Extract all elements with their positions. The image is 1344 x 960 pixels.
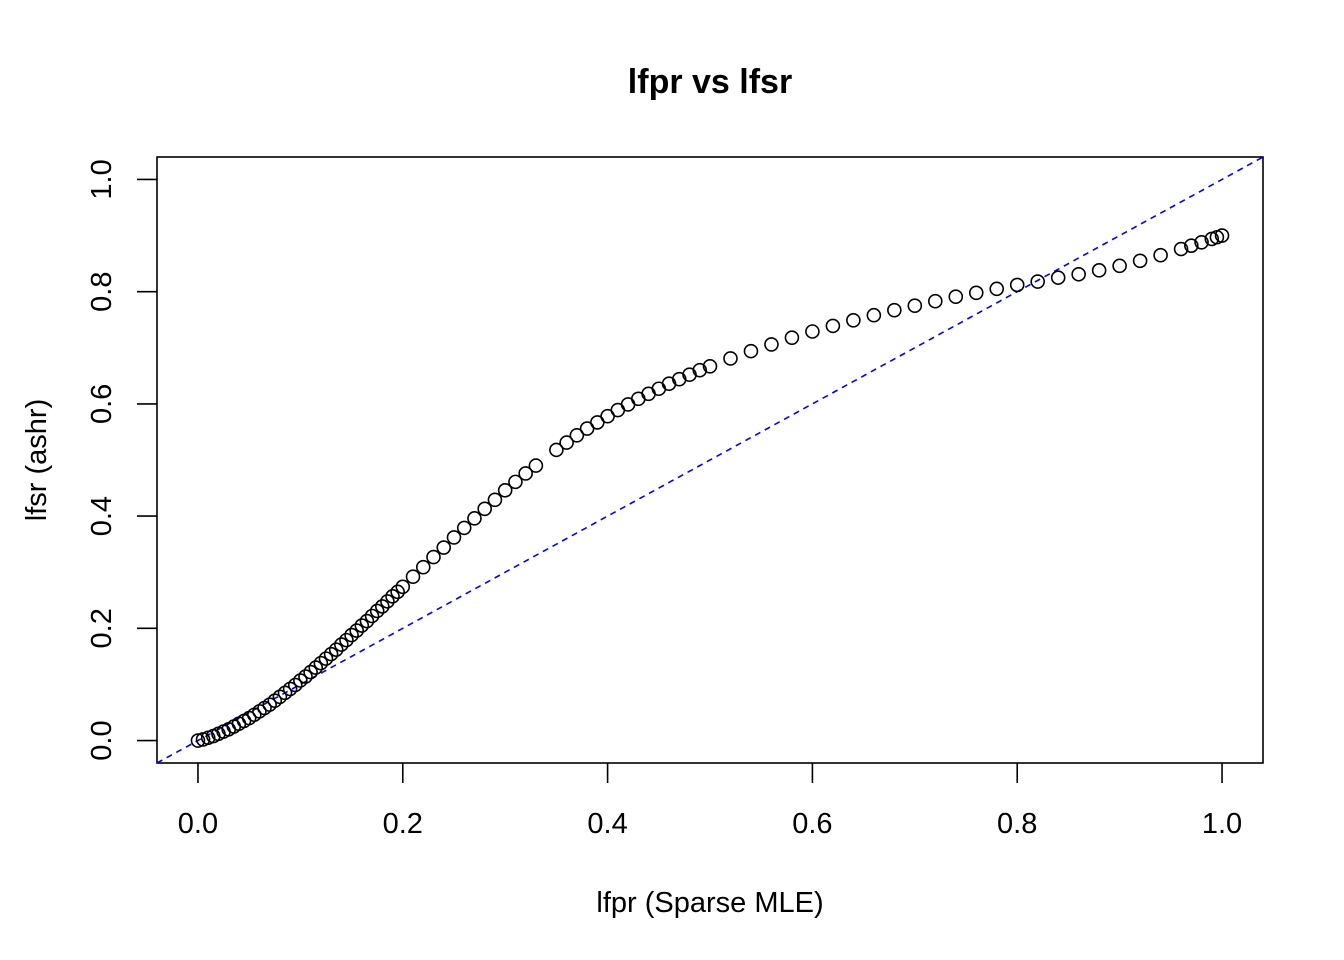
y-tick-label: 0.4 [86, 496, 118, 536]
data-point [1112, 258, 1127, 274]
data-point [190, 733, 206, 748]
data-point [518, 466, 533, 481]
x-tick-label: 1.0 [1202, 808, 1242, 840]
data-point [349, 623, 364, 638]
data-point [948, 289, 964, 305]
data-point [927, 293, 943, 309]
data-point [359, 613, 375, 629]
data-point [415, 559, 431, 575]
y-axis-label: lfsr (ashr) [21, 399, 53, 521]
data-point [1030, 274, 1046, 289]
data-point [380, 594, 395, 609]
data-point [487, 492, 503, 508]
data-point [1184, 238, 1199, 253]
data-point [334, 637, 349, 652]
data-point [1091, 263, 1107, 278]
data-point [344, 627, 359, 643]
identity-reference-line [156, 156, 1264, 764]
data-point [467, 511, 482, 526]
data-point [1214, 228, 1230, 243]
data-point [702, 358, 718, 374]
data-point [887, 302, 902, 318]
data-point [559, 435, 574, 450]
data-point [846, 312, 861, 328]
data-point [549, 442, 564, 458]
y-tick-label: 0.2 [86, 608, 118, 648]
data-point [323, 646, 339, 662]
y-tick-label: 0.0 [86, 720, 118, 760]
x-tick-label: 0.6 [792, 808, 832, 840]
data-point [907, 298, 923, 313]
y-tick-label: 0.6 [86, 384, 118, 424]
data-point [1009, 277, 1025, 293]
data-point [313, 655, 329, 671]
data-point [298, 669, 313, 684]
data-point [436, 540, 452, 555]
data-point [508, 474, 523, 490]
data-point [968, 285, 984, 301]
plot-frame [156, 156, 1264, 764]
y-tick-label: 1.0 [86, 159, 118, 199]
x-tick-label: 0.0 [178, 808, 218, 840]
chart-title: lfpr vs lfsr [628, 63, 792, 101]
y-tick-label: 0.8 [86, 272, 118, 312]
data-point [1173, 241, 1189, 257]
data-point [784, 330, 800, 345]
data-point [390, 584, 405, 600]
data-point [339, 632, 354, 648]
data-point [692, 362, 708, 378]
data-point [1153, 247, 1168, 263]
data-point [497, 482, 513, 498]
data-point [287, 677, 303, 693]
data-point [354, 618, 370, 633]
data-point [477, 501, 493, 517]
data-point [328, 642, 344, 657]
data-point [395, 579, 411, 595]
data-point [764, 337, 779, 352]
x-axis-label: lfpr (Sparse MLE) [596, 887, 823, 919]
data-point [405, 569, 421, 585]
plot-area: 0.0 0.2 0.4 0.6 0.8 1.0 0.0 0.2 0.4 0.6 0.8 1.0 [86, 156, 1264, 840]
data-point [805, 324, 820, 339]
x-tick-label: 0.4 [587, 808, 627, 840]
data-point [308, 660, 324, 675]
data-point [1132, 253, 1148, 269]
data-point [825, 318, 841, 334]
x-tick-label: 0.8 [997, 808, 1037, 840]
data-point [374, 599, 390, 614]
data-point [318, 651, 334, 666]
data-point [385, 589, 400, 604]
data-point [723, 351, 738, 366]
data-point [303, 664, 318, 680]
x-tick-label: 0.2 [383, 808, 423, 840]
data-point [1050, 270, 1066, 285]
data-point [743, 343, 759, 359]
data-point [456, 520, 472, 536]
data-point [989, 281, 1005, 297]
data-point [569, 428, 585, 443]
data-point [1194, 234, 1209, 250]
data-point [446, 530, 462, 545]
data-point [1071, 266, 1086, 282]
data-point [426, 549, 441, 565]
data-point [528, 458, 544, 473]
data-point [369, 603, 385, 619]
data-point [866, 307, 882, 323]
data-point [364, 608, 380, 624]
